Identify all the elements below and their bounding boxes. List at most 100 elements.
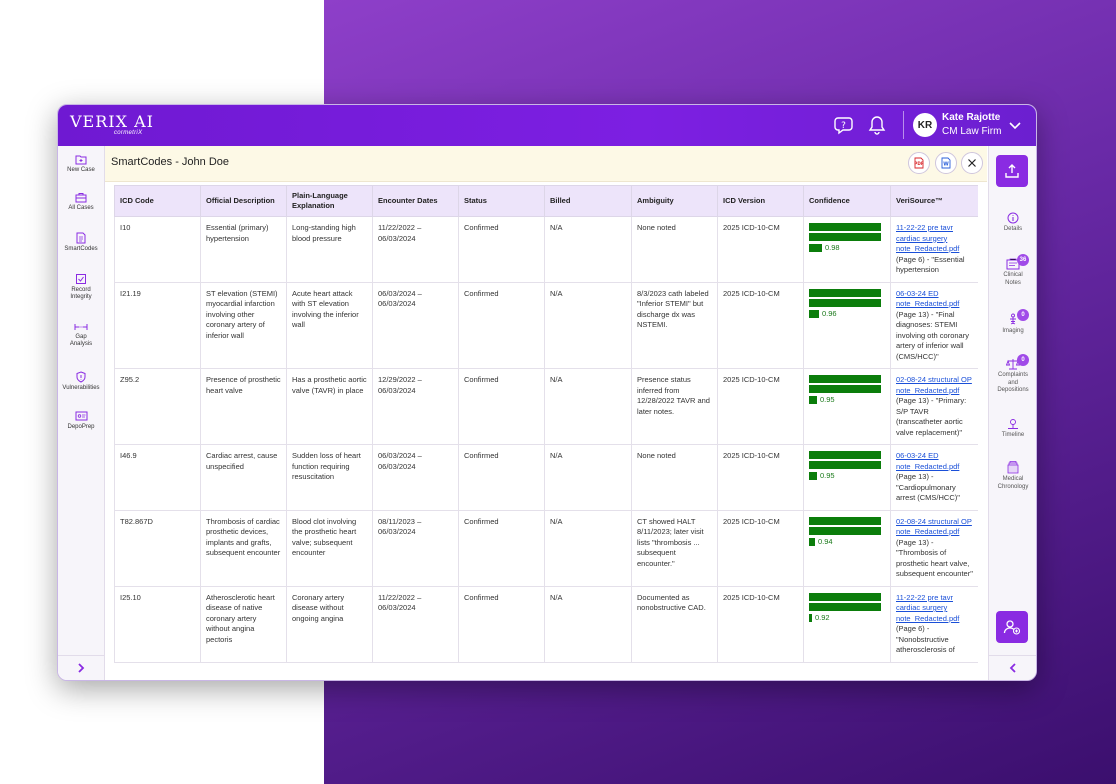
table-row[interactable]: I10 Essential (primary) hypertension Long-… <box>114 216 978 283</box>
avatar[interactable]: KR <box>913 113 937 137</box>
column-header[interactable]: VeriSource™ <box>890 185 978 217</box>
verisource-cell: 11-22-22 pre tavr cardiac surgery note_R… <box>890 216 978 283</box>
confidence-bar <box>809 385 881 393</box>
verisource-cell: 02-08-24 structural OP note_Redacted.pdf… <box>890 509 978 587</box>
source-document-link[interactable]: 02-08-24 structural OP note_Redacted.pdf <box>896 516 972 537</box>
table-row[interactable]: T82.867D Thrombosis of cardiac prosthetic… <box>114 509 978 587</box>
ambiguity-cell: Documented as nonobstructive CAD. <box>631 585 718 663</box>
billed-cell: N/A <box>544 585 632 663</box>
expand-sidebar-button[interactable] <box>58 655 104 680</box>
column-header[interactable]: Confidence <box>803 185 891 217</box>
scales-icon <box>1006 359 1020 370</box>
icd-code-cell: I46.9 <box>114 444 201 511</box>
rightnav-medical-chronology[interactable]: Medical Chronology <box>989 461 1036 491</box>
ambiguity-cell: None noted <box>631 216 718 283</box>
column-header[interactable]: ICD Code <box>114 185 201 217</box>
panel-title-bar: SmartCodes - John Doe PDF W <box>105 146 987 182</box>
info-icon <box>1007 212 1019 224</box>
rightnav-imaging[interactable]: 0 Imaging <box>989 309 1036 336</box>
column-header[interactable]: Plain-Language Explanation <box>286 185 373 217</box>
word-icon-label: W <box>943 162 949 168</box>
page-title: SmartCodes - John Doe <box>111 156 229 168</box>
bell-icon[interactable] <box>866 114 888 136</box>
plain-language-cell: Coronary artery disease without ongoing … <box>286 585 373 663</box>
export-pdf-button[interactable]: PDF <box>908 152 930 174</box>
nav-new-case[interactable]: New Case <box>58 154 104 174</box>
plain-language-cell: Long-standing high blood pressure <box>286 216 373 283</box>
official-description-cell: Presence of prosthetic heart valve <box>200 368 287 445</box>
source-excerpt: (Page 13) - "Primary: S/P TAVR (transcat… <box>896 396 967 437</box>
official-description-cell: Atherosclerotic heart disease of native … <box>200 585 287 663</box>
smartcodes-table-container[interactable]: ICD Code Official Description Plain-Lang… <box>114 185 978 680</box>
ambiguity-cell: CT showed HALT 8/11/2023; later visit li… <box>631 509 718 587</box>
column-header[interactable]: ICD Version <box>717 185 804 217</box>
icd-code-cell: T82.867D <box>114 509 201 587</box>
rightnav-timeline[interactable]: Timeline <box>989 418 1036 440</box>
upload-icon <box>1005 164 1019 178</box>
icd-version-cell: 2025 ICD-10-CM <box>717 444 804 511</box>
confidence-value: 0.95 <box>820 471 835 480</box>
confidence-bar-partial <box>809 309 819 318</box>
billed-cell: N/A <box>544 216 632 283</box>
collapse-right-sidebar-button[interactable] <box>989 655 1036 680</box>
status-cell: Confirmed <box>458 585 545 663</box>
table-row[interactable]: I25.10 Atherosclerotic heart disease of n… <box>114 585 978 663</box>
close-button[interactable] <box>961 152 983 174</box>
confidence-bar-row: 0.95 <box>809 471 885 482</box>
source-document-link[interactable]: 06-03-24 ED note_Redacted.pdf <box>896 288 960 309</box>
verix-logo[interactable]: VERIX AI cormetriX <box>70 114 154 137</box>
encounter-dates-cell: 11/22/2022 – 06/03/2024 <box>372 585 459 663</box>
upload-button[interactable] <box>996 155 1028 187</box>
source-document-link[interactable]: 11-22-22 pre tavr cardiac surgery note_R… <box>896 592 960 623</box>
help-chat-icon[interactable]: ? <box>834 114 856 136</box>
column-header[interactable]: Encounter Dates <box>372 185 459 217</box>
app-window: VERIX AI cormetriX ? KR Kate Rajotte CM … <box>57 104 1037 681</box>
confidence-bar-partial <box>809 244 822 253</box>
source-document-link[interactable]: 02-08-24 structural OP note_Redacted.pdf <box>896 375 972 395</box>
rightnav-label: Timeline <box>1001 432 1025 438</box>
source-document-link[interactable]: 11-22-22 pre tavr cardiac surgery note_R… <box>896 223 960 253</box>
chevron-down-icon[interactable] <box>1008 118 1022 132</box>
column-header[interactable]: Ambiguity <box>631 185 718 217</box>
plain-language-cell: Has a prosthetic aortic valve (TAVR) in … <box>286 368 373 445</box>
nav-smartcodes[interactable]: SmartCodes <box>58 232 104 253</box>
icd-version-cell: 2025 ICD-10-CM <box>717 281 804 369</box>
nav-gap-analysis[interactable]: Gap Analysis <box>58 322 104 348</box>
pdf-icon-label: PDF <box>914 161 924 166</box>
nav-label: SmartCodes <box>64 246 98 252</box>
status-cell: Confirmed <box>458 444 545 511</box>
confidence-bar <box>809 233 881 241</box>
nav-vulnerabilities[interactable]: Vulnerabilities <box>58 371 104 392</box>
nav-record-integrity[interactable]: Record Integrity <box>58 273 104 301</box>
svg-text:?: ? <box>841 121 846 131</box>
rightnav-complaints-depositions[interactable]: 0 Complaints and Depositions <box>989 354 1036 395</box>
imaging-badge: 0 <box>1017 309 1029 321</box>
official-description-cell: Cardiac arrest, cause unspecified <box>200 444 287 511</box>
nav-all-cases[interactable]: All Cases <box>58 192 104 212</box>
pdf-icon: PDF <box>914 157 924 169</box>
verisource-cell: 06-03-24 ED note_Redacted.pdf (Page 13) -… <box>890 281 978 369</box>
status-cell: Confirmed <box>458 281 545 369</box>
add-user-icon <box>1003 620 1021 635</box>
column-header[interactable]: Official Description <box>200 185 287 217</box>
table-row[interactable]: I21.19 ST elevation (STEMI) myocardial in… <box>114 281 978 369</box>
table-row[interactable]: I46.9 Cardiac arrest, cause unspecified Su… <box>114 444 978 511</box>
official-description-cell: Thrombosis of cardiac prosthetic devices… <box>200 509 287 587</box>
verisource-cell: 06-03-24 ED note_Redacted.pdf (Page 13) -… <box>890 444 978 511</box>
add-user-button[interactable] <box>996 611 1028 643</box>
table-row[interactable]: Z95.2 Presence of prosthetic heart valve H… <box>114 368 978 445</box>
source-document-link[interactable]: 06-03-24 ED note_Redacted.pdf <box>896 451 960 471</box>
nav-depoprep[interactable]: DepoPrep <box>58 411 104 431</box>
rightnav-label: Details <box>1003 226 1023 232</box>
rightnav-clinical-notes[interactable]: 36 Clinical Notes <box>989 254 1036 287</box>
gap-analysis-icon <box>74 324 88 330</box>
confidence-bar-row: 0.96 <box>809 309 885 320</box>
timeline-icon <box>1008 419 1018 429</box>
export-word-button[interactable]: W <box>935 152 957 174</box>
confidence-bar <box>809 592 881 601</box>
complaints-badge: 0 <box>1017 354 1029 366</box>
column-header[interactable]: Status <box>458 185 545 217</box>
confidence-cell: 0.95 <box>803 444 891 511</box>
rightnav-details[interactable]: Details <box>989 212 1036 234</box>
column-header[interactable]: Billed <box>544 185 632 217</box>
